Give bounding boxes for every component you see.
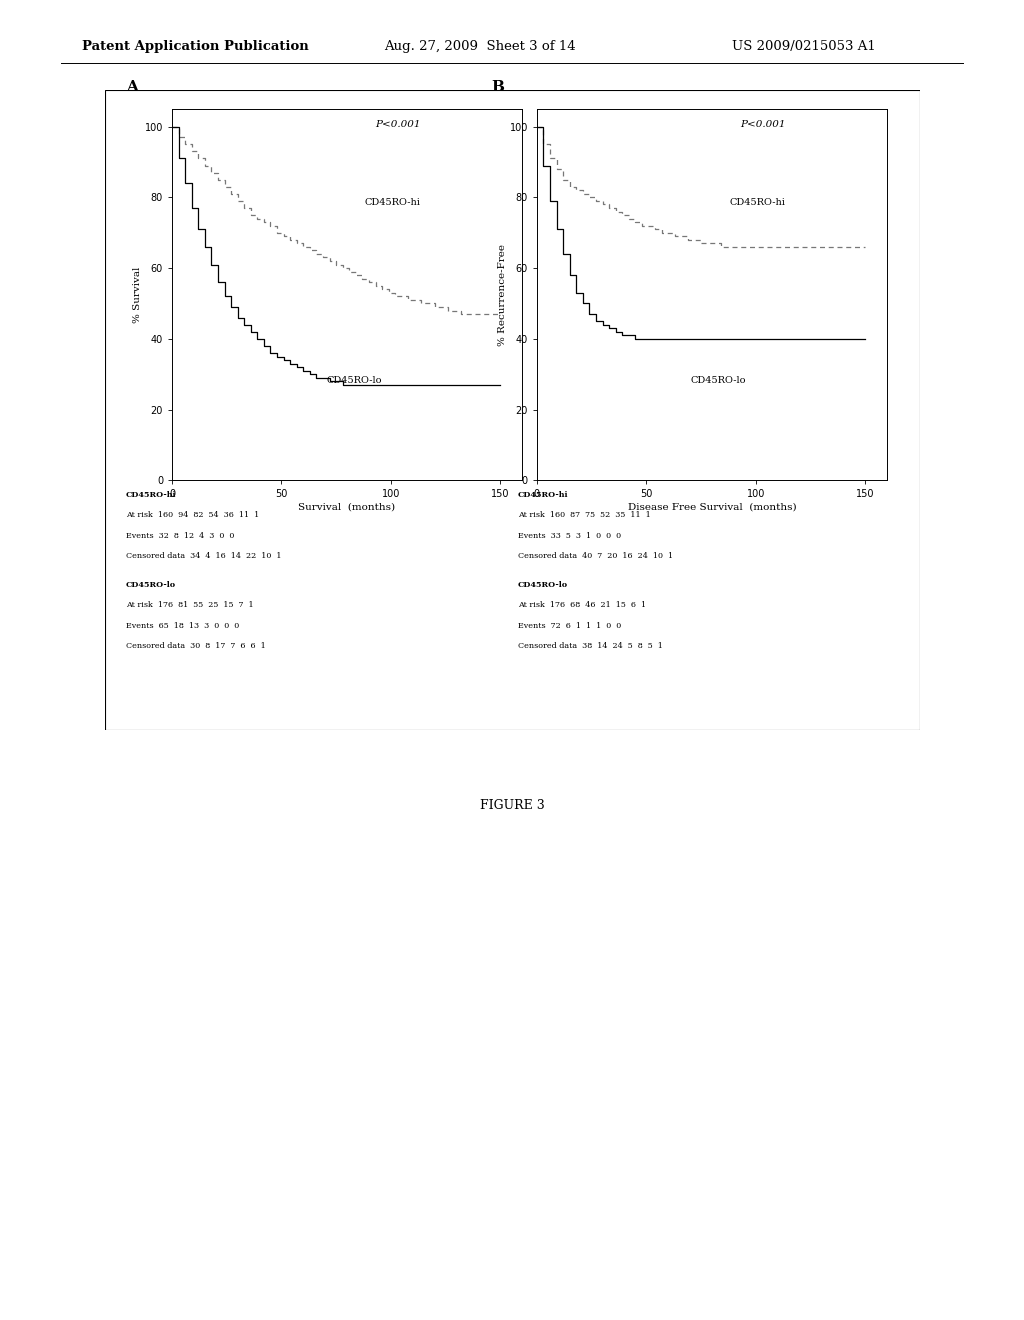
Text: CD45RO-hi: CD45RO-hi xyxy=(518,491,568,499)
Text: US 2009/0215053 A1: US 2009/0215053 A1 xyxy=(732,40,876,53)
Text: P<0.001: P<0.001 xyxy=(740,120,785,129)
Text: A: A xyxy=(127,81,138,94)
Text: Aug. 27, 2009  Sheet 3 of 14: Aug. 27, 2009 Sheet 3 of 14 xyxy=(384,40,575,53)
Text: At risk  176  81  55  25  15  7  1: At risk 176 81 55 25 15 7 1 xyxy=(126,601,254,609)
Text: Censored data  34  4  16  14  22  10  1: Censored data 34 4 16 14 22 10 1 xyxy=(126,552,282,560)
Y-axis label: % Recurrence-Free: % Recurrence-Free xyxy=(498,244,507,346)
Text: At risk  160  94  82  54  36  11  1: At risk 160 94 82 54 36 11 1 xyxy=(126,511,259,519)
Text: At risk  160  87  75  52  35  11  1: At risk 160 87 75 52 35 11 1 xyxy=(518,511,650,519)
Text: CD45RO-lo: CD45RO-lo xyxy=(518,581,567,589)
X-axis label: Survival  (months): Survival (months) xyxy=(299,502,395,511)
Text: B: B xyxy=(492,81,505,94)
Text: Events  72  6  1  1  1  0  0: Events 72 6 1 1 1 0 0 xyxy=(518,622,621,630)
Text: Censored data  38  14  24  5  8  5  1: Censored data 38 14 24 5 8 5 1 xyxy=(518,642,663,649)
Text: Patent Application Publication: Patent Application Publication xyxy=(82,40,308,53)
Text: CD45RO-lo: CD45RO-lo xyxy=(326,376,382,385)
Text: CD45RO-hi: CD45RO-hi xyxy=(126,491,176,499)
Text: CD45RO-hi: CD45RO-hi xyxy=(365,198,421,207)
Text: At risk  176  68  46  21  15  6  1: At risk 176 68 46 21 15 6 1 xyxy=(518,601,646,609)
Text: Events  65  18  13  3  0  0  0: Events 65 18 13 3 0 0 0 xyxy=(126,622,240,630)
Text: Censored data  30  8  17  7  6  6  1: Censored data 30 8 17 7 6 6 1 xyxy=(126,642,265,649)
Y-axis label: % Survival: % Survival xyxy=(133,267,142,323)
Text: CD45RO-hi: CD45RO-hi xyxy=(729,198,785,207)
Text: CD45RO-lo: CD45RO-lo xyxy=(126,581,176,589)
Text: Censored data  40  7  20  16  24  10  1: Censored data 40 7 20 16 24 10 1 xyxy=(518,552,673,560)
Text: CD45RO-lo: CD45RO-lo xyxy=(691,376,746,385)
X-axis label: Disease Free Survival  (months): Disease Free Survival (months) xyxy=(628,502,797,511)
Text: FIGURE 3: FIGURE 3 xyxy=(479,799,545,812)
Text: Events  33  5  3  1  0  0  0: Events 33 5 3 1 0 0 0 xyxy=(518,532,621,540)
Text: P<0.001: P<0.001 xyxy=(375,120,421,129)
Text: Events  32  8  12  4  3  0  0: Events 32 8 12 4 3 0 0 xyxy=(126,532,234,540)
